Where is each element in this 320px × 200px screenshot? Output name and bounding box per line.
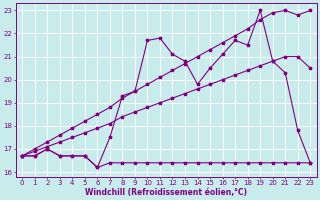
X-axis label: Windchill (Refroidissement éolien,°C): Windchill (Refroidissement éolien,°C): [85, 188, 247, 197]
